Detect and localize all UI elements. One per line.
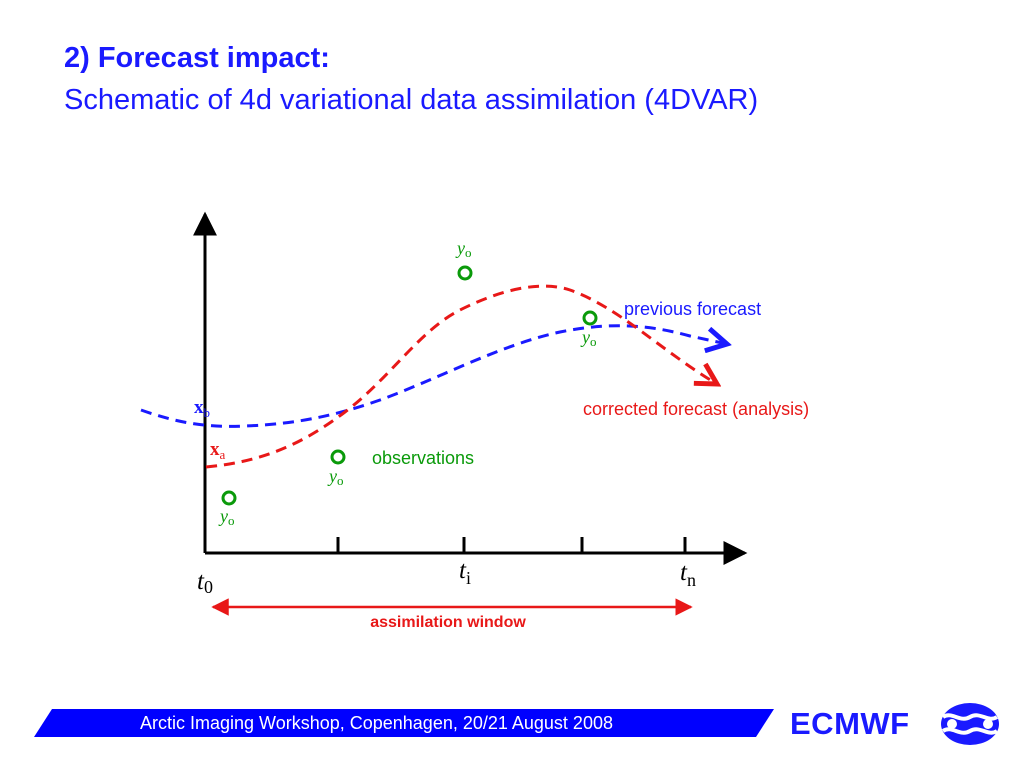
observation-label: yo	[218, 506, 235, 528]
slide-title: 2) Forecast impact:	[64, 42, 330, 74]
observation-marker	[457, 265, 473, 281]
time-label-tn: tn	[680, 559, 696, 590]
footer-bar	[34, 709, 774, 737]
4dvar-schematic-diagram: yo yo yo yo xb xa previous forecast corr…	[140, 211, 809, 631]
observation-label: yo	[327, 466, 344, 488]
observation-marker	[582, 310, 598, 326]
time-label-ti: ti	[459, 557, 471, 588]
assimilation-window-label: assimilation window	[370, 614, 526, 631]
background-state-label: xb	[194, 397, 210, 420]
analysis-state-label: xa	[210, 439, 226, 462]
previous-forecast-curve	[140, 324, 727, 428]
observation-marker	[221, 490, 237, 506]
corrected-forecast-label: corrected forecast (analysis)	[583, 399, 809, 419]
observation-label: yo	[580, 327, 597, 349]
ecmwf-logo-text: ECMWF	[790, 706, 910, 741]
previous-forecast-label: previous forecast	[624, 299, 761, 319]
observation-label: yo	[455, 238, 472, 260]
ecmwf-wave-logo-icon	[941, 703, 999, 745]
footer-text: Arctic Imaging Workshop, Copenhagen, 20/…	[140, 713, 613, 733]
observations-label: observations	[372, 448, 474, 468]
time-label-t0: t0	[197, 568, 213, 597]
slide-subtitle: Schematic of 4d variational data assimil…	[64, 84, 759, 116]
observation-marker	[330, 449, 346, 465]
